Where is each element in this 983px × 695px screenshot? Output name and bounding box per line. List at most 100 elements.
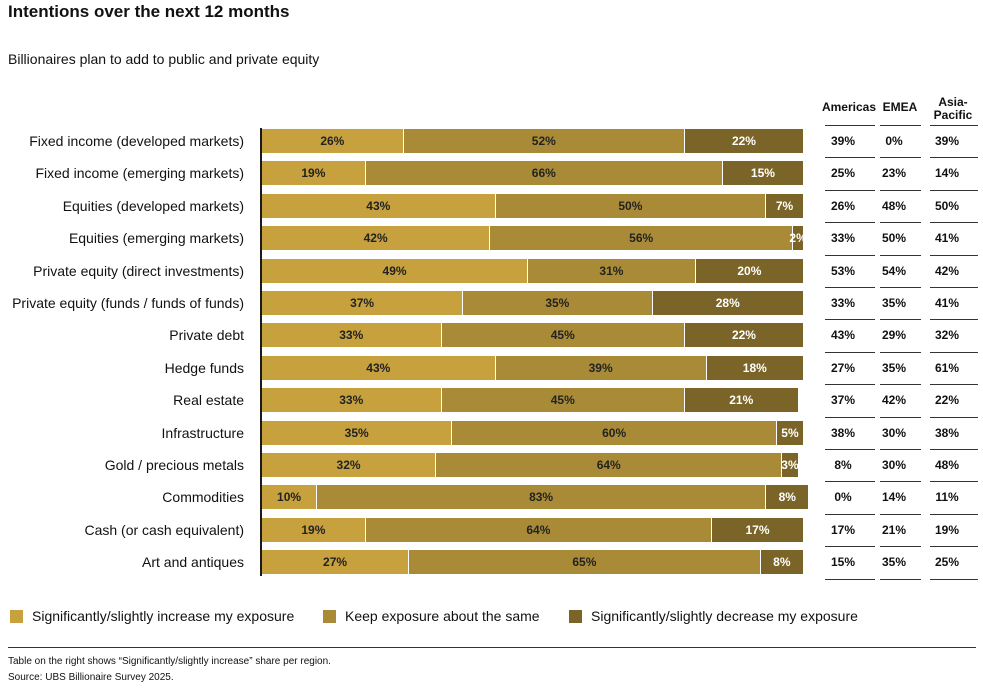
table-row-divider: [930, 481, 978, 483]
bar-segment-increase: 43%: [262, 193, 495, 218]
legend-item-same: Keep exposure about the same: [323, 608, 540, 624]
table-cell: 39%: [830, 134, 856, 148]
table-note: Table on the right shows “Significantly/…: [8, 656, 331, 667]
table-cell: 35%: [881, 296, 907, 310]
bar-segment-same: 52%: [402, 129, 684, 153]
table-header-americas: Americas: [821, 100, 877, 114]
bar-value-label: 37%: [350, 296, 375, 310]
table-cell: 25%: [830, 166, 856, 181]
table-header-asia-pacific-line1: Asia-: [938, 95, 968, 109]
bar-segment-increase: 27%: [262, 550, 409, 575]
bar-segment-same: 83%: [316, 485, 766, 510]
category-axis-line: [260, 128, 262, 576]
table-row-divider: [930, 384, 978, 386]
table-row-divider: [825, 416, 875, 418]
table-row-divider: [825, 546, 875, 548]
table-cell: 33%: [830, 296, 856, 310]
bar-value-label: 18%: [742, 360, 767, 375]
table-row-divider: [825, 287, 875, 288]
category-label: Commodities: [162, 489, 244, 506]
bar-value-label: 28%: [715, 296, 740, 310]
table-cell: 38%: [934, 425, 960, 440]
table-row-divider: [880, 222, 921, 224]
table-row-divider: [930, 222, 978, 224]
bar-segment-decrease: 8%: [759, 550, 803, 575]
table-row-divider: [825, 351, 875, 353]
table-cell: 50%: [881, 231, 907, 246]
table-cell: 41%: [934, 231, 960, 246]
category-label: Private equity (funds / funds of funds): [12, 295, 244, 311]
table-cell: 61%: [934, 360, 960, 375]
bar-value-label: 10%: [277, 490, 302, 505]
table-row-divider: [825, 157, 875, 159]
category-label: Gold / precious metals: [104, 457, 244, 473]
bar-segment-same: 66%: [364, 161, 722, 186]
table-cell: 11%: [935, 490, 959, 505]
bar-segment-increase: 26%: [262, 129, 403, 153]
bar-value-label: 43%: [366, 360, 391, 375]
bar-value-label: 8%: [778, 490, 796, 505]
category-label: Cash (or cash equivalent): [84, 521, 244, 538]
bar-value-label: 60%: [602, 425, 627, 440]
table-row-divider: [880, 578, 921, 580]
bar-segment-same: 50%: [494, 193, 766, 218]
table-cell: 33%: [830, 231, 856, 246]
bar-segment-increase: 10%: [262, 485, 317, 510]
bar-segment-same: 31%: [527, 258, 695, 283]
table-row-divider: [825, 319, 875, 321]
bar-value-label: 83%: [529, 490, 554, 505]
bar-segment-decrease: 18%: [705, 355, 803, 380]
legend-swatch-decrease: [569, 609, 582, 623]
bar-segment-same: 56%: [489, 226, 793, 251]
bar-value-label: 42%: [363, 231, 388, 246]
bar-value-label: 43%: [366, 198, 391, 213]
table-row-divider: [930, 351, 978, 353]
bar-value-label: 45%: [550, 328, 575, 343]
bar-segment-increase: 33%: [262, 323, 441, 348]
bar-value-label: 49%: [382, 263, 407, 278]
table-cell: 53%: [830, 263, 856, 278]
table-row-divider: [825, 513, 875, 515]
bar-value-label: 64%: [526, 522, 551, 537]
table-row-divider: [880, 416, 921, 418]
bar-segment-same: 45%: [440, 323, 684, 348]
table-header-emea: EMEA: [882, 100, 918, 114]
bar-segment-decrease: 15%: [721, 161, 803, 186]
bar-value-label: 33%: [339, 328, 364, 343]
bar-value-label: 35%: [545, 296, 570, 310]
table-row-divider: [825, 254, 875, 256]
legend-item-decrease: Significantly/slightly decrease my expos…: [569, 608, 858, 624]
bar-segment-decrease: 8%: [765, 485, 809, 510]
footer-rule: [8, 647, 976, 648]
category-label: Hedge funds: [164, 359, 244, 376]
table-row-divider: [930, 513, 978, 515]
table-cell: 8%: [834, 458, 852, 472]
table-header-asia-pacific-line2: Pacific: [933, 108, 973, 122]
table-row-divider: [825, 449, 875, 450]
bar-segment-increase: 19%: [262, 161, 365, 186]
table-cell: 26%: [830, 198, 856, 213]
bar-segment-increase: 49%: [262, 258, 528, 283]
bar-segment-decrease: 7%: [765, 193, 803, 218]
bar-segment-decrease: 22%: [683, 129, 803, 153]
table-header-asia-pacific: Asia- Pacific: [928, 96, 978, 122]
category-label: Art and antiques: [142, 554, 244, 571]
bar-segment-same: 60%: [451, 420, 776, 445]
bar-value-label: 15%: [750, 166, 775, 181]
table-cell: 25%: [934, 555, 960, 570]
table-row-divider: [880, 319, 921, 321]
chart-title: Intentions over the next 12 months: [8, 2, 290, 21]
bar-segment-same: 45%: [440, 388, 684, 413]
table-row-divider: [825, 125, 875, 126]
table-row-divider: [930, 287, 978, 288]
bar-segment-increase: 42%: [262, 226, 490, 251]
bar-segment-decrease: 28%: [651, 291, 803, 315]
table-cell: 50%: [934, 198, 960, 213]
bar-value-label: 35%: [344, 425, 369, 440]
table-cell: 0%: [834, 490, 852, 505]
bar-value-label: 45%: [550, 393, 575, 408]
table-row-divider: [930, 578, 978, 580]
table-row-divider: [930, 189, 978, 191]
category-label: Infrastructure: [161, 424, 244, 441]
table-cell: 38%: [830, 425, 856, 440]
